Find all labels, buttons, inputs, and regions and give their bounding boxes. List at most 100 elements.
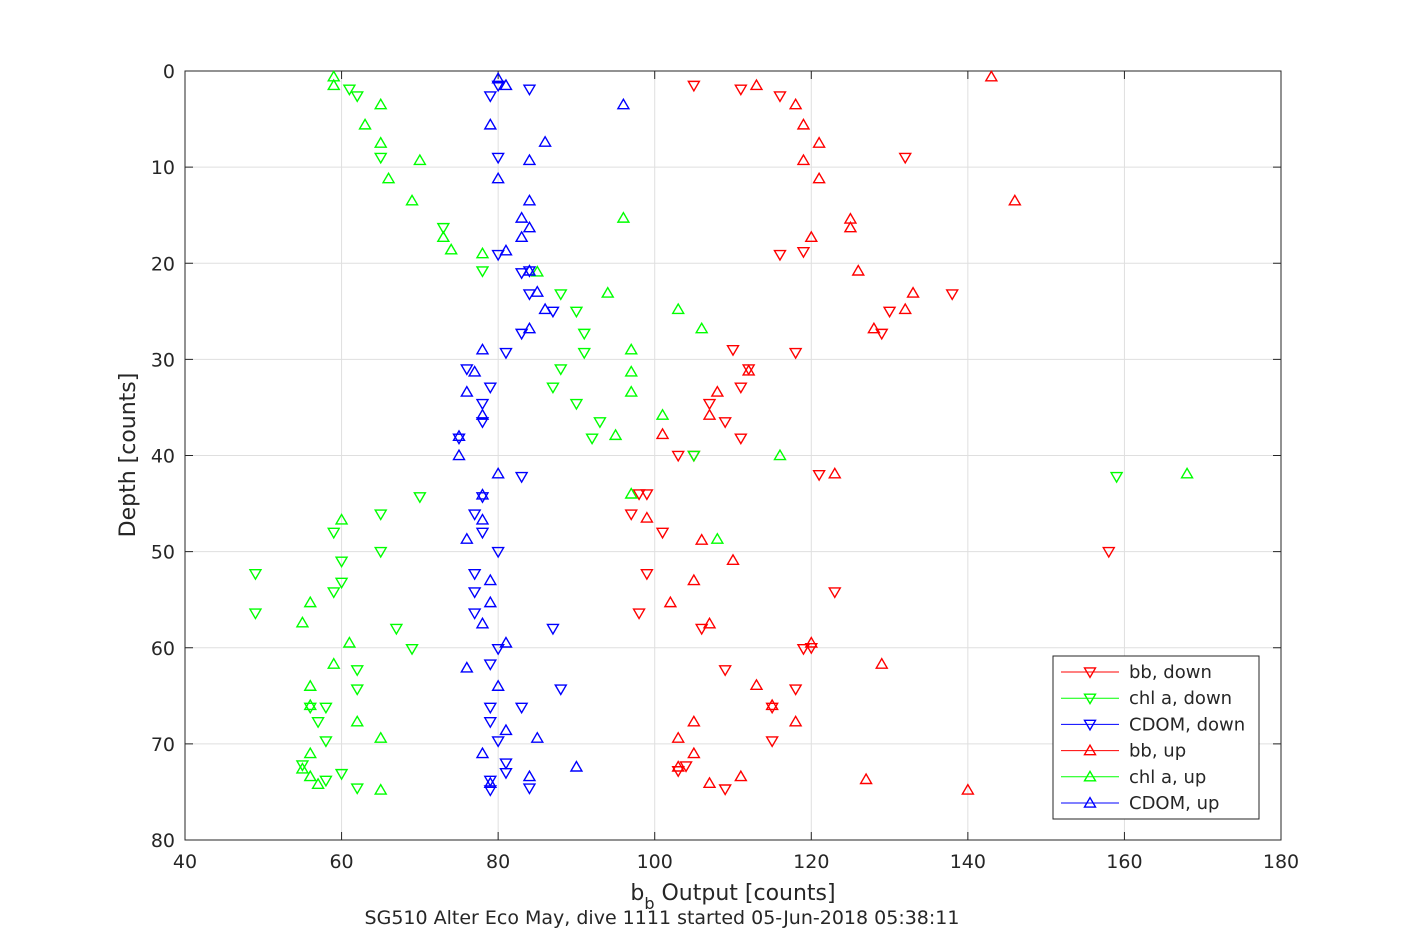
data-point [812,171,826,184]
data-point [303,746,317,759]
data-point [491,152,505,165]
data-point [788,347,803,360]
data-point [522,264,537,276]
y-tick-label: 40 [151,446,175,468]
y-tick-label: 30 [151,349,175,371]
y-axis-label: Depth [counts] [116,373,141,538]
data-point [671,731,685,743]
data-point [796,118,811,130]
data-point [765,736,779,748]
data-point [319,736,333,748]
data-point [867,321,881,334]
data-point [327,587,341,599]
data-point [475,342,490,355]
data-point [373,97,388,110]
data-point [671,450,685,463]
data-point [671,760,685,772]
data-point [655,427,670,440]
data-point [538,135,552,147]
data-point [898,152,912,165]
legend: bb, down chl a, down CDOM, down bb, up chl a… [1052,655,1260,820]
data-point [655,527,670,540]
data-point [812,136,826,148]
data-point [734,433,748,445]
data-point [796,153,811,166]
data-point [483,785,498,797]
legend-item: CDOM, down [1061,714,1245,735]
data-point [475,616,490,629]
data-point [303,595,317,608]
data-point [788,684,803,696]
data-point [875,328,889,341]
data-point [334,768,349,781]
data-point [1102,546,1116,559]
data-point [475,398,490,411]
data-point [334,513,349,525]
data-point [467,568,482,581]
data-point [945,289,959,301]
data-point [350,665,364,677]
data-point [882,306,897,319]
data-point [303,698,317,711]
legend-label: chl a, down [1129,688,1232,709]
data-point [350,684,364,696]
data-point [749,78,764,91]
data-point [828,587,842,599]
data-point [373,136,388,148]
data-point [319,702,333,715]
data-point [311,717,325,729]
data-point [499,636,513,648]
data-point [467,509,482,521]
data-point [624,342,638,355]
data-point [804,643,819,655]
data-point [350,714,364,727]
data-point [467,587,482,599]
data-point [350,783,364,795]
y-tick-label: 20 [151,253,175,275]
legend-marker [1083,796,1097,808]
data-point [452,448,466,461]
data-point [616,211,631,223]
data-point [491,736,505,748]
data-point [577,328,591,341]
data-point [765,702,779,715]
data-point [475,488,490,500]
data-point [452,429,466,442]
data-point [499,723,513,736]
data-point [624,365,638,377]
data-point [530,265,545,277]
data-point [327,78,341,91]
data-point [327,527,341,540]
data-point [741,364,756,376]
series-bb-up [640,69,1022,795]
legend-item: bb, down [1061,662,1212,683]
data-point [906,286,920,298]
data-point [350,91,364,103]
data-point [687,80,701,93]
y-tick-label: 70 [151,734,175,756]
data-point [718,665,732,677]
data-point [475,746,490,759]
data-point [483,118,498,130]
data-point [467,365,482,377]
data-point [1180,466,1194,479]
data-point [632,608,646,620]
data-point [694,623,709,636]
legend-label: chl a, up [1129,767,1206,788]
data-point [483,717,498,729]
data-point [773,249,787,262]
y-tick-label: 80 [151,830,175,852]
data-point [546,623,560,636]
data-point [765,698,779,711]
data-point [436,230,451,243]
data-point [554,289,568,301]
data-point [796,643,811,656]
data-point [381,171,396,184]
data-point [475,527,490,540]
data-point [749,678,764,690]
data-point [311,777,325,789]
data-point [499,758,513,770]
data-point [483,573,498,586]
data-point [788,97,803,110]
